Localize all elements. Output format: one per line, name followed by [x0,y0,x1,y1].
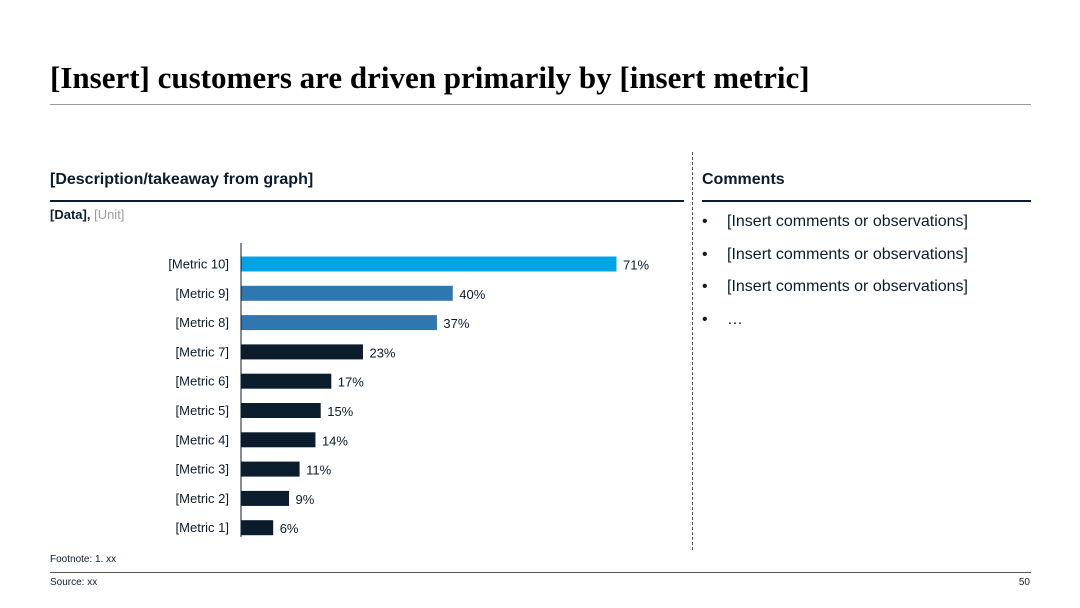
category-label: [Metric 4] [176,432,229,447]
comments-heading: Comments [702,171,785,188]
bullet-symbol: • [702,278,708,295]
category-label: [Metric 1] [176,520,229,535]
category-label: [Metric 7] [176,344,229,359]
unit-label: [Unit] [94,207,125,222]
category-label: [Metric 8] [176,315,229,330]
comment-item: • [Insert comments or observations] [702,246,968,279]
value-label: 17% [338,375,364,390]
bar [241,315,437,331]
comments-heading-rule [702,200,1031,202]
comment-item: • [Insert comments or observations] [702,278,968,311]
value-label: 6% [280,521,299,536]
value-label: 14% [322,433,348,448]
bar [241,373,332,389]
bar [241,520,274,536]
source-note: Source: xx [50,577,98,588]
bar [241,490,290,506]
graph-heading-rule [50,200,684,202]
footnote: Footnote: 1. xx [50,554,117,565]
category-label: [Metric 6] [176,374,229,389]
bar [241,285,453,301]
comments-list: • [Insert comments or observations] • [Ins… [702,213,968,343]
slide-title: [Insert] customers are driven primarily … [50,60,810,95]
bullet-symbol: • [702,310,708,328]
bar [241,344,363,360]
comment-text: … [727,310,743,328]
category-label: [Metric 9] [176,286,229,301]
category-label: [Metric 5] [176,403,229,418]
panel-divider [692,152,693,550]
comment-text: [Insert comments or observations] [727,213,968,230]
bullet-symbol: • [702,213,708,230]
comment-item: • [Insert comments or observations] [702,213,968,246]
bar [241,256,617,272]
graph-takeaway-heading: [Description/takeaway from graph] [50,171,314,188]
value-label: 40% [459,287,485,302]
category-label: [Metric 2] [176,491,229,506]
footer-rule [50,572,1031,573]
bullet-symbol: • [702,245,708,263]
value-label: 9% [296,492,315,507]
bar [241,461,300,477]
value-label: 37% [443,316,469,331]
title-divider [50,104,1031,105]
bar [241,403,321,418]
page-number: 50 [1018,577,1030,588]
data-unit-label: [Data], [Unit] [50,207,124,222]
value-label: 23% [369,345,395,360]
comment-text: [Insert comments or observations] [727,245,968,263]
data-label: [Data], [50,207,91,222]
value-label: 71% [623,258,649,273]
bar [241,432,316,448]
bar-chart: [Metric 10] 71% [Metric 9] 40% [Metric 8] 37%… [168,243,649,537]
value-label: 11% [306,463,331,478]
category-label: [Metric 10] [168,257,229,272]
comment-text: [Insert comments or observations] [727,278,968,295]
category-label: [Metric 3] [176,462,229,477]
comment-item: •… [702,311,968,344]
value-label: 15% [327,404,353,419]
